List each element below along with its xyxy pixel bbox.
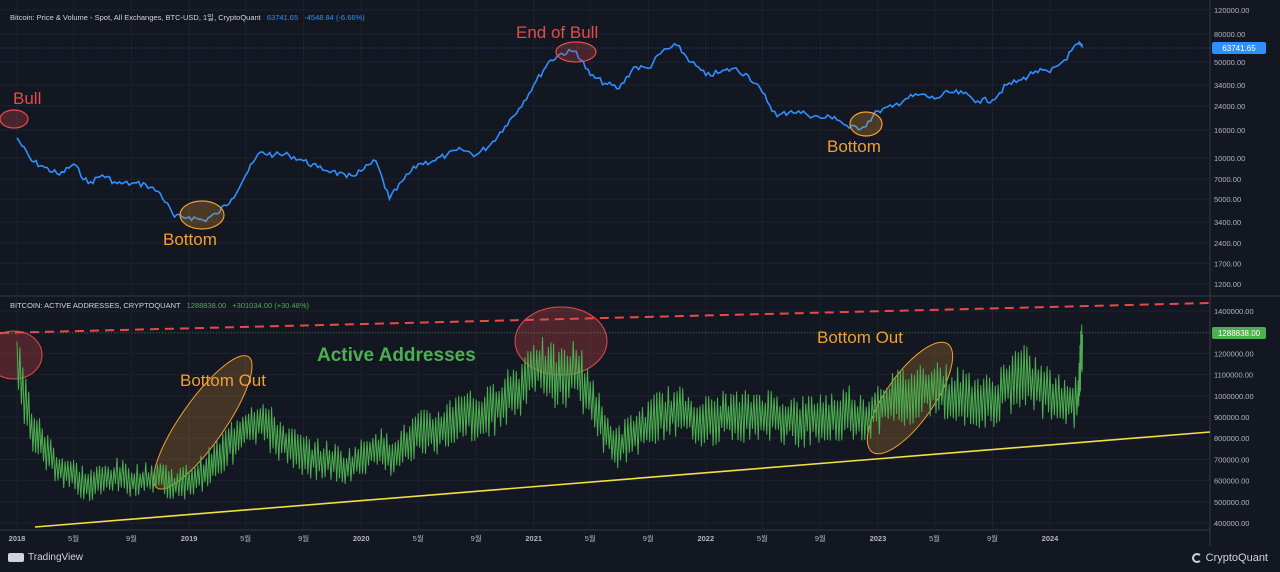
bottom-2019-highlight — [179, 200, 225, 230]
price-axis-tick-label: 3400.00 — [1214, 218, 1241, 227]
price-axis-tick-label: 34000.00 — [1214, 81, 1245, 90]
bottom-out-2023-annotation: Bottom Out — [817, 328, 903, 347]
time-axis-tick-label: 9월 — [471, 533, 482, 543]
price-axis-tick-label: 5000.00 — [1214, 195, 1241, 204]
btc-price-series-line[interactable] — [16, 40, 1084, 223]
time-axis-tick-label: 5월 — [413, 533, 424, 543]
price-axis-tick-label: 16000.00 — [1214, 126, 1245, 135]
active-addresses-annotation: Active Addresses — [317, 345, 476, 366]
bull-annotation: Bull — [13, 89, 41, 108]
resistance-trendline[interactable] — [0, 302, 1211, 334]
cryptoquant-logo-icon — [1191, 553, 1202, 563]
bottom-out-2019-annotation: Bottom Out — [180, 371, 266, 390]
active-last-value-badge — [1212, 327, 1266, 339]
cryptoquant-brand[interactable]: CryptoQuant — [1191, 552, 1268, 564]
active-axis-tick-label: 800000.00 — [1214, 434, 1249, 443]
active-last-value-label: 1288838.00 — [1218, 329, 1261, 338]
active-pane-value: 1288838.00 — [186, 301, 227, 310]
price-axis-tick-label: 24000.00 — [1214, 102, 1245, 111]
time-axis-tick-label: 5월 — [240, 533, 251, 543]
active-pane-change: +301034.00 (+30.48%) — [232, 301, 310, 310]
time-axis-tick-label: 2020 — [353, 534, 370, 543]
tradingview-logo-icon — [8, 553, 24, 562]
time-axis-tick-label: 9월 — [126, 533, 137, 543]
footer-bar — [0, 546, 1280, 572]
active-axis-tick-label: 700000.00 — [1214, 455, 1249, 464]
price-pane-title: Bitcoin: Price & Volume - Spot, All Exch… — [10, 13, 261, 22]
price-pane-change: -4548.84 (-6.66%) — [304, 13, 365, 22]
end-of-bull-annotation: End of Bull — [516, 23, 598, 42]
active-axis-tick-label: 600000.00 — [1214, 477, 1249, 486]
btc-price-active-addresses-chart: 120000.00 80000.00 50000.00 34000.00 24000.0… — [0, 0, 1280, 546]
active-addresses-axis-ticks[interactable]: 1400000.001300000.001200000.001100000.00… — [1214, 307, 1254, 528]
active-axis-tick-label: 400000.00 — [1214, 519, 1249, 528]
price-axis-tick-label: 1700.00 — [1214, 259, 1241, 268]
time-axis-tick-label: 9월 — [815, 533, 826, 543]
time-axis-tick-label: 5월 — [68, 533, 79, 543]
price-axis-tick-label: 50000.00 — [1214, 58, 1245, 67]
active-pane-title: BITCOIN: ACTIVE ADDRESSES, CRYPTOQUANT — [10, 301, 181, 310]
price-axis-ticks[interactable]: 120000.00 80000.00 50000.00 34000.00 24000.0… — [1214, 6, 1249, 289]
active-pane-header: BITCOIN: ACTIVE ADDRESSES, CRYPTOQUANT 1… — [10, 301, 309, 310]
time-axis-tick-label: 2021 — [525, 534, 542, 543]
bull-active-highlight — [0, 330, 43, 380]
chart-background — [0, 0, 1210, 546]
bottom-2019-annotation: Bottom — [163, 230, 217, 249]
active-axis-tick-label: 500000.00 — [1214, 498, 1249, 507]
time-axis-tick-label: 9월 — [643, 533, 654, 543]
price-axis-tick-label: 2400.00 — [1214, 239, 1241, 248]
time-axis-tick-label: 5월 — [929, 533, 940, 543]
price-axis-tick-label: 80000.00 — [1214, 30, 1245, 39]
time-axis-tick-label: 2018 — [9, 534, 26, 543]
time-axis-tick-label: 2023 — [870, 534, 887, 543]
active-axis-tick-label: 1200000.00 — [1214, 349, 1254, 358]
time-axis-tick-label: 2019 — [181, 534, 198, 543]
time-axis-tick-label: 2022 — [697, 534, 714, 543]
price-pane-value: 63741.65 — [266, 13, 299, 22]
price-pane-header: Bitcoin: Price & Volume - Spot, All Exch… — [10, 12, 365, 23]
support-trendline[interactable] — [34, 431, 1211, 528]
active-axis-tick-label: 900000.00 — [1214, 413, 1249, 422]
price-axis-tick-label: 120000.00 — [1214, 6, 1249, 15]
bottom-2023-annotation: Bottom — [827, 137, 881, 156]
price-last-value-badge — [1212, 42, 1266, 54]
price-last-value-label: 63741.65 — [1222, 44, 1256, 53]
active-axis-tick-label: 1000000.00 — [1214, 392, 1254, 401]
time-axis-ticks[interactable]: 2018 5월 9월 2019 5월 9월 2020 5월 9월 2021 5월 9월 2022 5월 9월… — [9, 533, 1060, 543]
cryptoquant-label: CryptoQuant — [1205, 552, 1268, 564]
time-axis-tick-label: 5월 — [757, 533, 768, 543]
time-axis-tick-label: 9월 — [298, 533, 309, 543]
bottom-2023-highlight — [849, 111, 883, 137]
price-axis-tick-label: 1200.00 — [1214, 280, 1241, 289]
active-axis-tick-label: 1400000.00 — [1214, 307, 1254, 316]
price-axis-tick-label: 7000.00 — [1214, 175, 1241, 184]
active-axis-tick-label: 1100000.00 — [1214, 371, 1253, 380]
time-axis-tick-label: 5월 — [585, 533, 596, 543]
price-axis-tick-label: 10000.00 — [1214, 154, 1245, 163]
time-axis-tick-label: 2024 — [1042, 534, 1060, 543]
active-addresses-series-line[interactable] — [16, 324, 1083, 502]
bottom-out-2019-highlight — [152, 355, 253, 490]
tradingview-brand[interactable]: TradingView — [8, 552, 83, 563]
bull-price-highlight — [0, 109, 29, 129]
tradingview-label: TradingView — [28, 552, 84, 563]
time-axis-tick-label: 9월 — [987, 533, 998, 543]
end-of-bull-price-highlight — [555, 41, 597, 63]
